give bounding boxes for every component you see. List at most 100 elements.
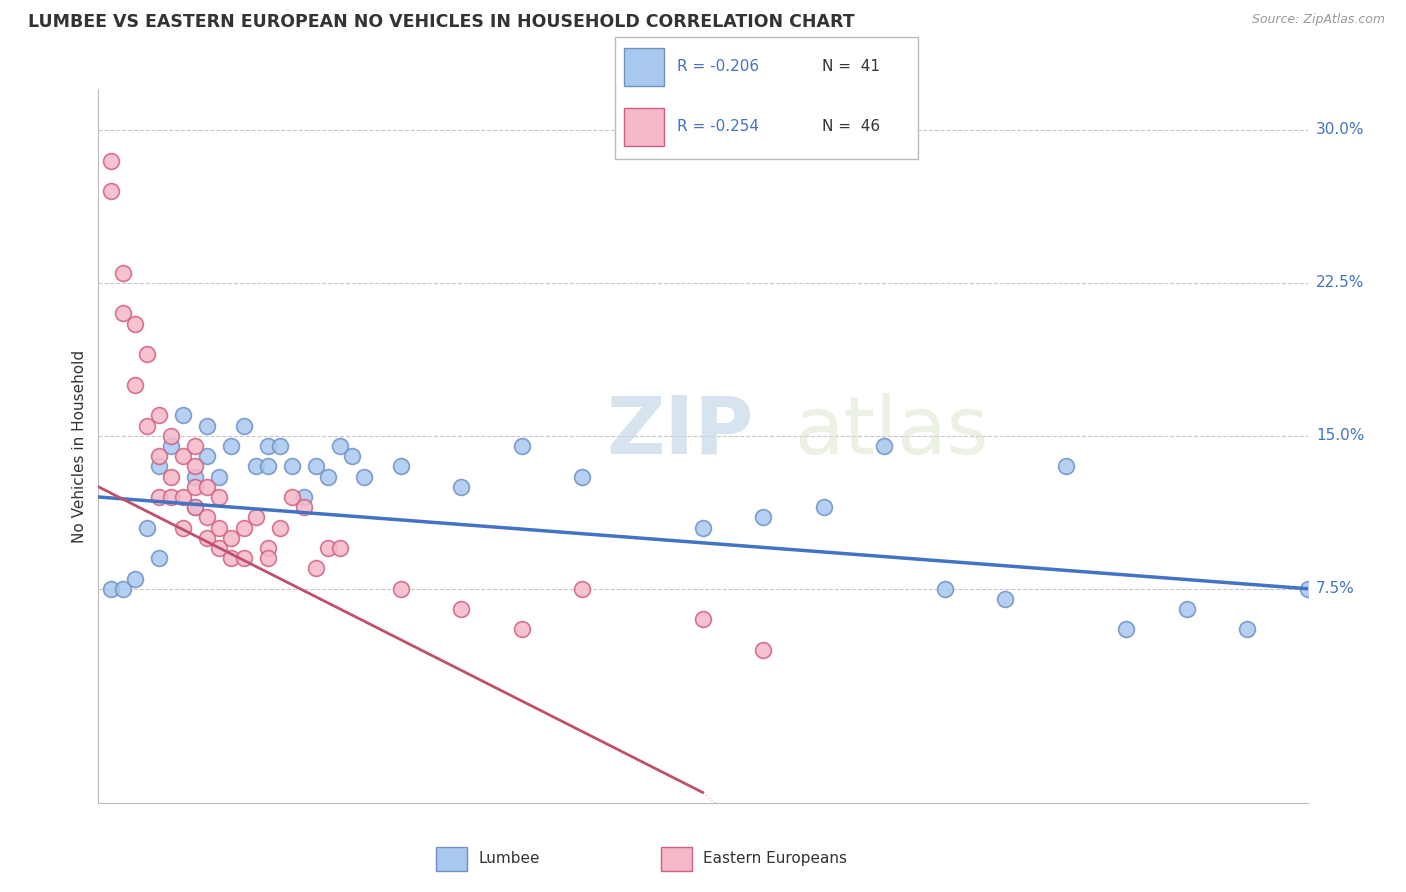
Point — [256, 551, 278, 566]
Point — [100, 184, 122, 198]
Point — [160, 429, 183, 443]
Point — [752, 510, 775, 524]
Text: Lumbee: Lumbee — [478, 852, 540, 866]
Point — [281, 490, 304, 504]
Point — [111, 306, 134, 320]
Point — [221, 551, 243, 566]
Point — [1054, 459, 1077, 474]
Point — [195, 418, 218, 433]
Point — [148, 409, 170, 423]
Point — [389, 459, 412, 474]
Point — [873, 439, 896, 453]
Point — [281, 459, 304, 474]
Text: Source: ZipAtlas.com: Source: ZipAtlas.com — [1251, 13, 1385, 27]
Point — [184, 469, 207, 483]
Text: 7.5%: 7.5% — [1316, 582, 1354, 596]
Point — [232, 520, 254, 534]
Point — [111, 266, 134, 280]
Point — [221, 439, 243, 453]
Point — [195, 480, 218, 494]
Text: LUMBEE VS EASTERN EUROPEAN NO VEHICLES IN HOUSEHOLD CORRELATION CHART: LUMBEE VS EASTERN EUROPEAN NO VEHICLES I… — [28, 13, 855, 31]
Point — [124, 317, 146, 331]
Point — [135, 347, 157, 361]
Point — [256, 439, 278, 453]
Text: N =  46: N = 46 — [823, 120, 880, 135]
Text: atlas: atlas — [793, 392, 988, 471]
Point — [1236, 623, 1258, 637]
Point — [148, 459, 170, 474]
Point — [245, 510, 267, 524]
Point — [184, 480, 207, 494]
Point — [450, 602, 472, 616]
Text: 15.0%: 15.0% — [1316, 428, 1364, 443]
Point — [1175, 602, 1198, 616]
Point — [172, 520, 194, 534]
Text: 22.5%: 22.5% — [1316, 276, 1364, 291]
Point — [571, 469, 593, 483]
Point — [316, 469, 339, 483]
Point — [245, 459, 267, 474]
Point — [208, 541, 231, 555]
Point — [208, 520, 231, 534]
Point — [305, 459, 328, 474]
Point — [100, 582, 122, 596]
Point — [184, 500, 207, 515]
Y-axis label: No Vehicles in Household: No Vehicles in Household — [72, 350, 87, 542]
Point — [135, 520, 157, 534]
Point — [195, 449, 218, 463]
Point — [148, 551, 170, 566]
FancyBboxPatch shape — [624, 108, 664, 145]
Point — [342, 449, 364, 463]
Point — [692, 520, 714, 534]
Point — [195, 510, 218, 524]
Point — [269, 439, 291, 453]
Point — [100, 153, 122, 168]
FancyBboxPatch shape — [614, 37, 918, 160]
Point — [571, 582, 593, 596]
Point — [813, 500, 835, 515]
Point — [316, 541, 339, 555]
Point — [450, 480, 472, 494]
Point — [329, 439, 352, 453]
Point — [752, 643, 775, 657]
Point — [184, 500, 207, 515]
Point — [172, 490, 194, 504]
Point — [124, 377, 146, 392]
Text: 30.0%: 30.0% — [1316, 122, 1364, 137]
FancyBboxPatch shape — [624, 48, 664, 86]
Point — [1296, 582, 1319, 596]
Point — [208, 490, 231, 504]
Point — [160, 490, 183, 504]
Point — [111, 582, 134, 596]
Point — [232, 418, 254, 433]
Point — [329, 541, 352, 555]
Text: R = -0.254: R = -0.254 — [676, 120, 759, 135]
Point — [221, 531, 243, 545]
Text: N =  41: N = 41 — [823, 60, 880, 74]
Text: ZIP: ZIP — [606, 392, 754, 471]
Point — [160, 469, 183, 483]
Point — [135, 418, 157, 433]
Point — [195, 531, 218, 545]
Point — [292, 500, 315, 515]
Point — [208, 469, 231, 483]
Point — [934, 582, 956, 596]
Point — [510, 439, 533, 453]
Point — [994, 591, 1017, 606]
Point — [256, 459, 278, 474]
Point — [184, 459, 207, 474]
Text: R = -0.206: R = -0.206 — [676, 60, 759, 74]
Point — [305, 561, 328, 575]
Point — [269, 520, 291, 534]
Point — [148, 449, 170, 463]
Point — [292, 490, 315, 504]
Point — [184, 439, 207, 453]
Point — [232, 551, 254, 566]
Text: Eastern Europeans: Eastern Europeans — [703, 852, 846, 866]
Point — [510, 623, 533, 637]
Point — [172, 449, 194, 463]
Point — [1115, 623, 1137, 637]
Point — [389, 582, 412, 596]
Point — [172, 409, 194, 423]
Point — [148, 490, 170, 504]
